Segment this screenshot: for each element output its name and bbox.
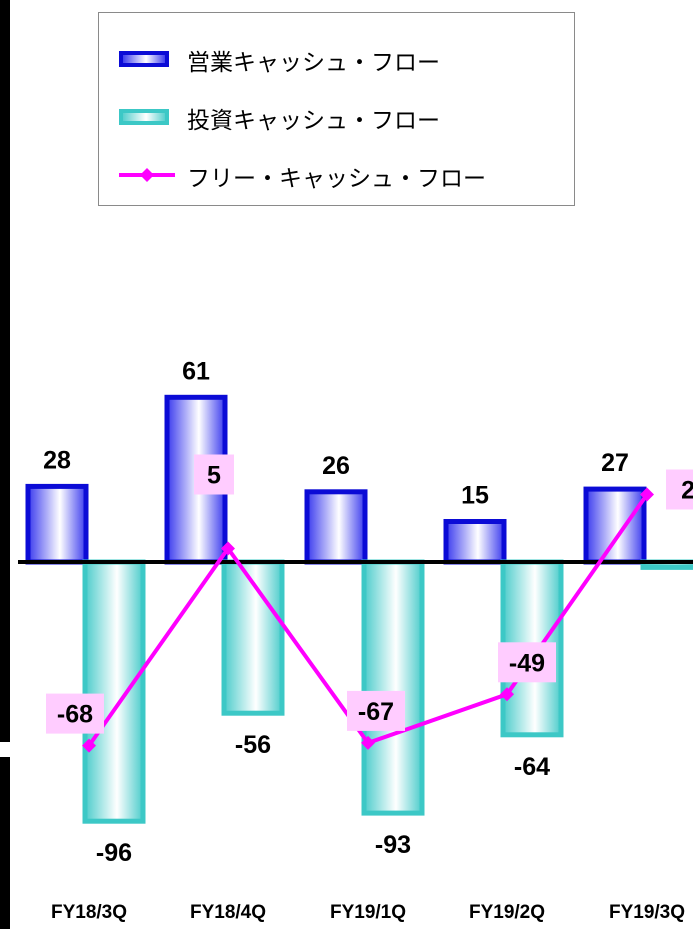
operating-cf-swatch-icon xyxy=(119,51,169,67)
operating-cf-value-label: 28 xyxy=(43,446,71,474)
free-cf-point xyxy=(82,738,96,753)
investing-cf-bar xyxy=(221,559,285,716)
free-cf-point xyxy=(361,735,375,750)
investing-cf-value-label: -93 xyxy=(375,831,411,859)
legend-item-operating-cf: 営業キャッシュ・フロー xyxy=(99,37,574,77)
free-cf-label-box xyxy=(347,690,405,731)
free-cf-label-box xyxy=(46,693,104,734)
legend-item-free-cf: フリー・キャッシュ・フロー xyxy=(99,153,574,193)
operating-cf-value-label: 26 xyxy=(322,452,350,480)
category-label: FY19/1Q xyxy=(330,902,406,923)
operating-cf-bar xyxy=(443,519,507,565)
operating-cf-value-label: 15 xyxy=(461,482,489,510)
investing-cf-bar xyxy=(361,559,425,816)
legend-item-investing-cf: 投資キャッシュ・フロー xyxy=(99,95,574,135)
free-cf-label-box xyxy=(194,454,234,495)
legend: 営業キャッシュ・フロー 投資キャッシュ・フロー フリー・キャッシュ・フロー xyxy=(98,12,575,206)
legend-label-investing-cf: 投資キャッシュ・フロー xyxy=(187,108,440,134)
category-label: FY18/3Q xyxy=(51,902,127,923)
operating-cf-value-label: 61 xyxy=(182,357,210,385)
investing-cf-swatch-icon xyxy=(119,109,169,125)
left-edge-bar xyxy=(0,757,10,929)
free-cf-label-box xyxy=(666,469,693,510)
free-cf-value-label: 5 xyxy=(207,462,221,490)
free-cf-point xyxy=(640,487,654,502)
category-label: FY19/3Q xyxy=(609,902,685,923)
left-edge-bar xyxy=(0,0,10,742)
operating-cf-bar xyxy=(583,486,647,565)
category-label: FY19/2Q xyxy=(469,902,545,923)
free-cf-point xyxy=(221,541,235,556)
legend-label-operating-cf: 営業キャッシュ・フロー xyxy=(187,50,440,76)
free-cf-point xyxy=(500,687,514,702)
free-cf-line-swatch-icon xyxy=(119,168,175,182)
free-cf-value-label: 25 xyxy=(681,477,693,505)
investing-cf-value-label: -96 xyxy=(96,839,132,867)
free-cf-value-label: -68 xyxy=(57,701,93,729)
category-label: FY18/4Q xyxy=(190,902,266,923)
free-cf-label-box xyxy=(498,642,556,683)
free-cf-value-label: -49 xyxy=(509,649,545,677)
legend-label-free-cf: フリー・キャッシュ・フロー xyxy=(187,166,486,192)
operating-cf-bar xyxy=(25,483,89,565)
investing-cf-bar xyxy=(82,559,146,824)
operating-cf-bar xyxy=(304,489,368,565)
free-cf-value-label: -67 xyxy=(358,698,394,726)
investing-cf-value-label: -56 xyxy=(235,731,271,759)
investing-cf-value-label: -64 xyxy=(514,753,550,781)
operating-cf-value-label: 27 xyxy=(601,449,629,477)
